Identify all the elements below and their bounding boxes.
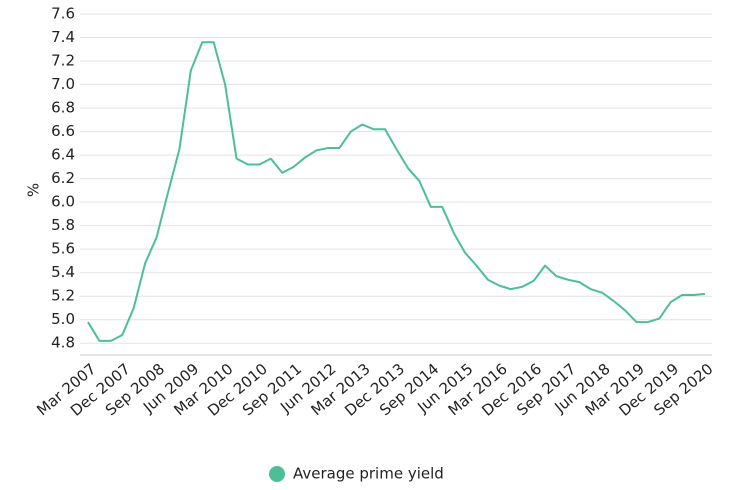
y-axis-label: % xyxy=(25,183,43,197)
y-tick-label: 6.8 xyxy=(51,99,75,117)
y-tick-label: 5.4 xyxy=(51,263,75,281)
y-tick-label: 6.4 xyxy=(51,146,75,164)
y-tick-label: 4.8 xyxy=(51,334,75,352)
y-tick-label: 5.2 xyxy=(51,287,75,305)
y-tick-label: 7.4 xyxy=(51,28,75,46)
legend-label: Average prime yield xyxy=(293,465,444,483)
y-tick-label: 6.0 xyxy=(51,193,75,211)
y-tick-label: 6.6 xyxy=(51,122,75,140)
y-tick-label: 7.2 xyxy=(51,52,75,70)
y-tick-label: 7.0 xyxy=(51,75,75,93)
y-tick-label: 6.2 xyxy=(51,169,75,187)
y-tick-label: 5.0 xyxy=(51,310,75,328)
y-tick-label: 5.8 xyxy=(51,216,75,234)
y-tick-label: 7.6 xyxy=(51,5,75,23)
legend-marker xyxy=(269,466,285,482)
y-tick-label: 5.6 xyxy=(51,240,75,258)
data-line xyxy=(87,41,706,342)
